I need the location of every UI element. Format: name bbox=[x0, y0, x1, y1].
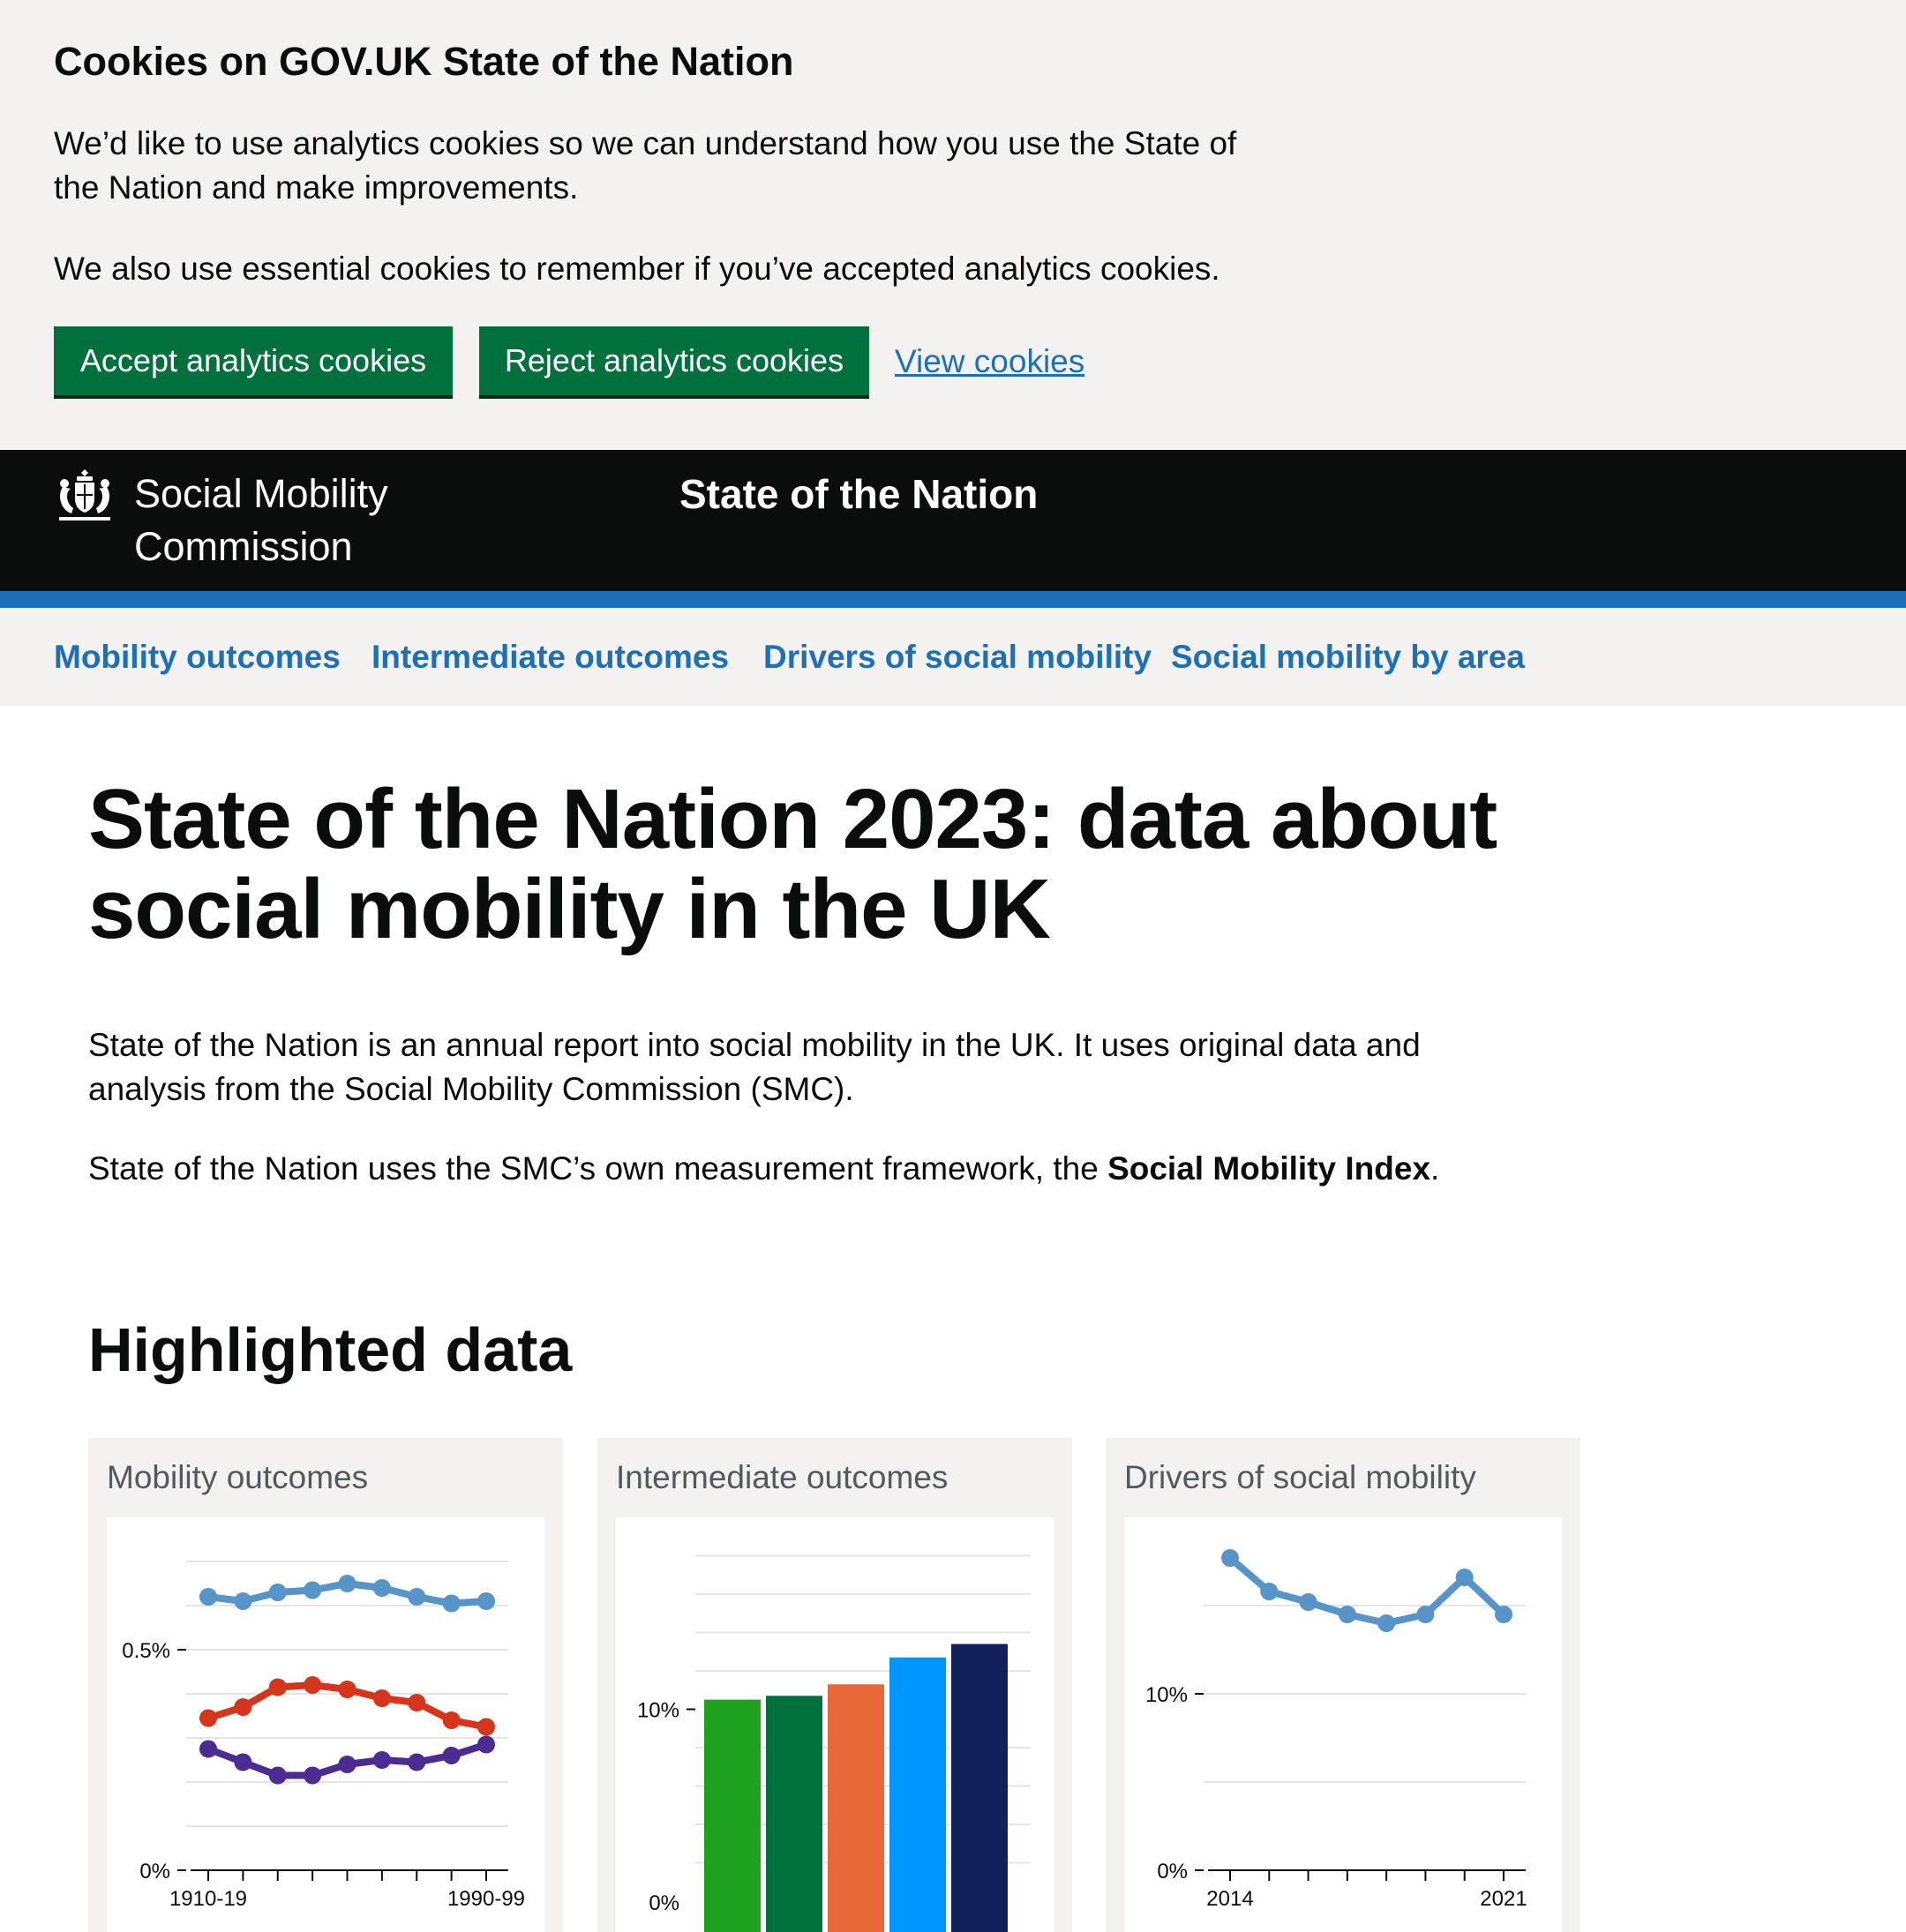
y-tick-label: 0% bbox=[139, 1860, 170, 1883]
y-tick-label: 0% bbox=[649, 1891, 679, 1915]
data-point bbox=[442, 1747, 461, 1764]
y-tick-label: 0.5% bbox=[122, 1639, 170, 1663]
data-point bbox=[1338, 1606, 1356, 1623]
data-point bbox=[234, 1698, 252, 1716]
data-point bbox=[372, 1579, 391, 1597]
x-tick-label: 1990-99 bbox=[447, 1887, 525, 1911]
highlighted-data-heading: Highlighted data bbox=[88, 1315, 573, 1384]
data-point bbox=[442, 1711, 461, 1729]
data-point bbox=[304, 1581, 322, 1599]
data-point bbox=[1299, 1593, 1317, 1611]
page-title: State of the Nation 2023: data about soc… bbox=[88, 772, 1497, 956]
site-header bbox=[0, 450, 1906, 591]
data-point bbox=[338, 1681, 356, 1698]
data-point bbox=[1416, 1606, 1435, 1623]
nav-item-social-mobility-by-area[interactable]: Social mobility by area bbox=[1171, 639, 1525, 675]
bar bbox=[828, 1684, 884, 1932]
data-point bbox=[234, 1753, 252, 1771]
data-point bbox=[408, 1753, 426, 1771]
data-point bbox=[1495, 1606, 1512, 1623]
social-mobility-index-term: Social Mobility Index bbox=[1107, 1150, 1431, 1187]
royal-coat-of-arms-icon[interactable] bbox=[54, 468, 116, 526]
data-point bbox=[268, 1766, 287, 1785]
cookie-banner-text: We’d like to use analytics cookies so we… bbox=[54, 125, 1237, 206]
view-cookies-link[interactable]: View cookies bbox=[895, 343, 1085, 379]
data-point bbox=[372, 1751, 391, 1769]
bar bbox=[704, 1699, 761, 1932]
reject-cookies-button[interactable]: Reject analytics cookies bbox=[479, 326, 869, 395]
framework-text: State of the Nation uses the SMC’s own m… bbox=[88, 1150, 1108, 1187]
data-point bbox=[268, 1584, 287, 1601]
line-chart: 0% 0.5% 1910-19 1990-99 bbox=[122, 1561, 525, 1911]
card-title: Intermediate outcomes bbox=[616, 1459, 949, 1495]
cookie-banner-text-essential: We also use essential cookies to remembe… bbox=[54, 251, 1220, 287]
data-point bbox=[268, 1678, 287, 1696]
data-point bbox=[477, 1592, 495, 1610]
card-mobility-outcomes[interactable]: Mobility outcomes 0% 0.5% 1910-19 1990-99 bbox=[88, 1438, 563, 1932]
x-tick-label: 2014 bbox=[1206, 1887, 1253, 1911]
bar bbox=[766, 1696, 822, 1932]
drivers-chart: 0% 10% 2014 2021 bbox=[1124, 1517, 1562, 1932]
data-point bbox=[199, 1740, 217, 1758]
data-point bbox=[477, 1735, 495, 1754]
nav-item-drivers-of-social-mobility[interactable]: Drivers of social mobility bbox=[763, 639, 1152, 675]
card-title: Drivers of social mobility bbox=[1124, 1459, 1476, 1495]
data-point bbox=[338, 1575, 356, 1592]
framework-paragraph: State of the Nation uses the SMC’s own m… bbox=[88, 1147, 1588, 1191]
cookie-banner-title: Cookies on GOV.UK State of the Nation bbox=[54, 39, 794, 84]
accept-cookies-button[interactable]: Accept analytics cookies bbox=[54, 326, 453, 395]
nav-item-mobility-outcomes[interactable]: Mobility outcomes bbox=[54, 639, 341, 675]
data-point bbox=[199, 1588, 217, 1606]
service-name-link[interactable]: State of the Nation bbox=[679, 471, 1039, 517]
data-point bbox=[338, 1756, 356, 1773]
x-tick-label: 2021 bbox=[1480, 1887, 1527, 1911]
data-point bbox=[408, 1588, 426, 1606]
data-point bbox=[199, 1709, 217, 1727]
card-drivers-of-social-mobility[interactable]: Drivers of social mobility 0% 10% 2014 2021 bbox=[1106, 1438, 1580, 1932]
data-point bbox=[1377, 1614, 1396, 1632]
framework-text-end: . bbox=[1430, 1150, 1440, 1187]
data-point bbox=[442, 1594, 461, 1613]
bar bbox=[889, 1657, 946, 1932]
intro-paragraph: State of the Nation is an annual report … bbox=[88, 1027, 1421, 1107]
card-intermediate-outcomes[interactable]: Intermediate outcomes 10% 0% bbox=[597, 1438, 1072, 1932]
x-tick-label: 1910-19 bbox=[169, 1887, 247, 1911]
data-point bbox=[1455, 1569, 1474, 1586]
data-point bbox=[1260, 1583, 1279, 1600]
main-navigation bbox=[0, 608, 1906, 706]
mobility-outcomes-chart: 0% 0.5% 1910-19 1990-99 bbox=[107, 1517, 544, 1932]
bar bbox=[951, 1644, 1008, 1932]
nav-item-intermediate-outcomes[interactable]: Intermediate outcomes bbox=[371, 639, 730, 675]
organisation-name-link[interactable]: Social Mobility Commission bbox=[134, 471, 388, 569]
data-point bbox=[477, 1718, 495, 1736]
bar-chart: 10% 0% bbox=[637, 1554, 1031, 1932]
data-point bbox=[304, 1676, 322, 1694]
header-blue-stripe bbox=[0, 591, 1906, 608]
data-point bbox=[408, 1694, 426, 1711]
card-title: Mobility outcomes bbox=[107, 1459, 369, 1495]
line-chart: 0% 10% 2014 2021 bbox=[1145, 1549, 1527, 1911]
y-tick-label: 10% bbox=[1145, 1683, 1188, 1707]
data-point bbox=[234, 1592, 252, 1610]
data-point bbox=[304, 1766, 322, 1785]
data-point bbox=[1221, 1549, 1239, 1567]
y-tick-label: 0% bbox=[1157, 1860, 1188, 1883]
data-point bbox=[372, 1689, 391, 1707]
intermediate-outcomes-chart: 10% 0% bbox=[616, 1517, 1054, 1932]
y-tick-label: 10% bbox=[637, 1699, 679, 1723]
